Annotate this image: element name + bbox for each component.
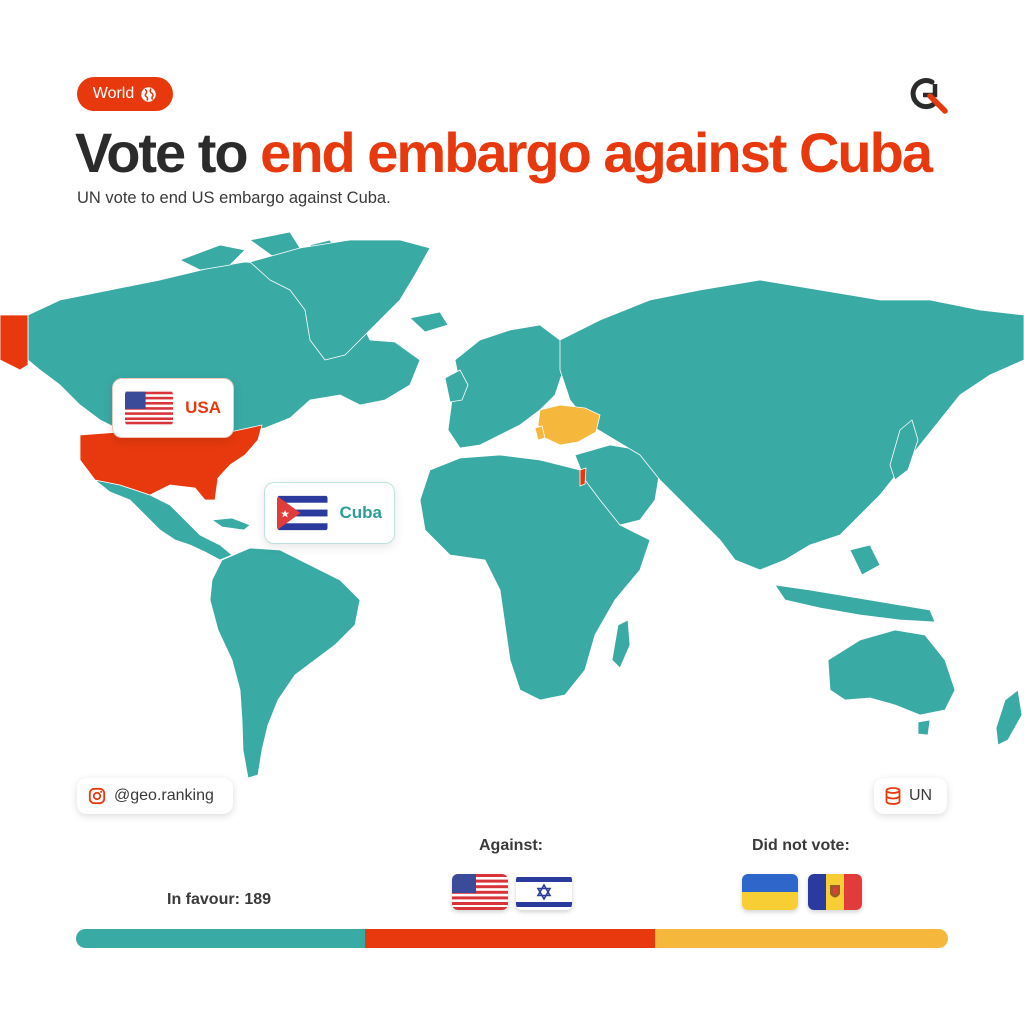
map-region-moldova	[534, 425, 546, 441]
map-region-central-america	[94, 479, 233, 561]
map-region-iceland	[409, 311, 449, 333]
instagram-icon	[88, 787, 106, 805]
against-label: Against:	[479, 837, 543, 854]
map-region-israel	[579, 467, 587, 487]
map-region-middle-east	[574, 444, 661, 526]
instagram-handle: @geo.ranking	[114, 787, 214, 804]
ukraine-flag-icon	[742, 874, 798, 910]
source-label: UN	[909, 787, 933, 804]
map-region-indonesia	[774, 544, 936, 623]
title-part-2: end embargo against Cuba	[260, 121, 933, 184]
map-region-cuba	[211, 517, 251, 531]
source-chip: UN	[874, 778, 947, 814]
usa-flag-icon	[125, 391, 174, 425]
usa-flag-icon	[452, 874, 508, 910]
bar-in-favour	[76, 929, 376, 948]
in-favour-label: In favour: 189	[167, 891, 272, 908]
globe-icon	[141, 86, 156, 102]
map-region-tasmania	[917, 719, 931, 736]
map-region-europe	[447, 324, 566, 449]
map-region-alaska	[0, 314, 29, 371]
map-region-greenland	[249, 239, 431, 361]
map-region-new-zealand	[995, 689, 1023, 746]
bar-did-not-vote	[655, 929, 948, 948]
bar-against	[365, 929, 665, 948]
gr-logo-icon	[910, 78, 948, 114]
title-part-1: Vote to	[75, 121, 249, 184]
instagram-handle-chip[interactable]: @geo.ranking	[77, 778, 233, 814]
map-region-ukraine	[537, 404, 601, 446]
map-region-africa	[419, 454, 651, 701]
region-badge: World	[77, 77, 173, 111]
cuba-flag-icon	[277, 495, 328, 531]
map-region-japan	[889, 419, 919, 481]
moldova-flag-icon	[808, 874, 862, 910]
page-subtitle: UN vote to end US embargo against Cuba.	[77, 189, 391, 207]
callout-cuba: Cuba	[264, 482, 395, 544]
callout-usa-label: USA	[185, 398, 221, 417]
badge-label: World	[92, 85, 135, 102]
database-icon	[885, 787, 901, 805]
map-region-australia	[827, 629, 956, 716]
map-region-asia	[559, 279, 1024, 571]
map-region-south-america	[209, 547, 361, 779]
callout-usa: USA	[112, 378, 234, 438]
israel-flag-icon	[516, 874, 572, 910]
page-title: Vote to end embargo against Cuba	[75, 118, 933, 188]
map-region-madagascar	[611, 619, 631, 669]
map-region-uk	[444, 369, 469, 403]
callout-cuba-label: Cuba	[339, 503, 383, 522]
world-map	[0, 231, 1024, 779]
did-not-vote-label: Did not vote:	[752, 837, 850, 854]
